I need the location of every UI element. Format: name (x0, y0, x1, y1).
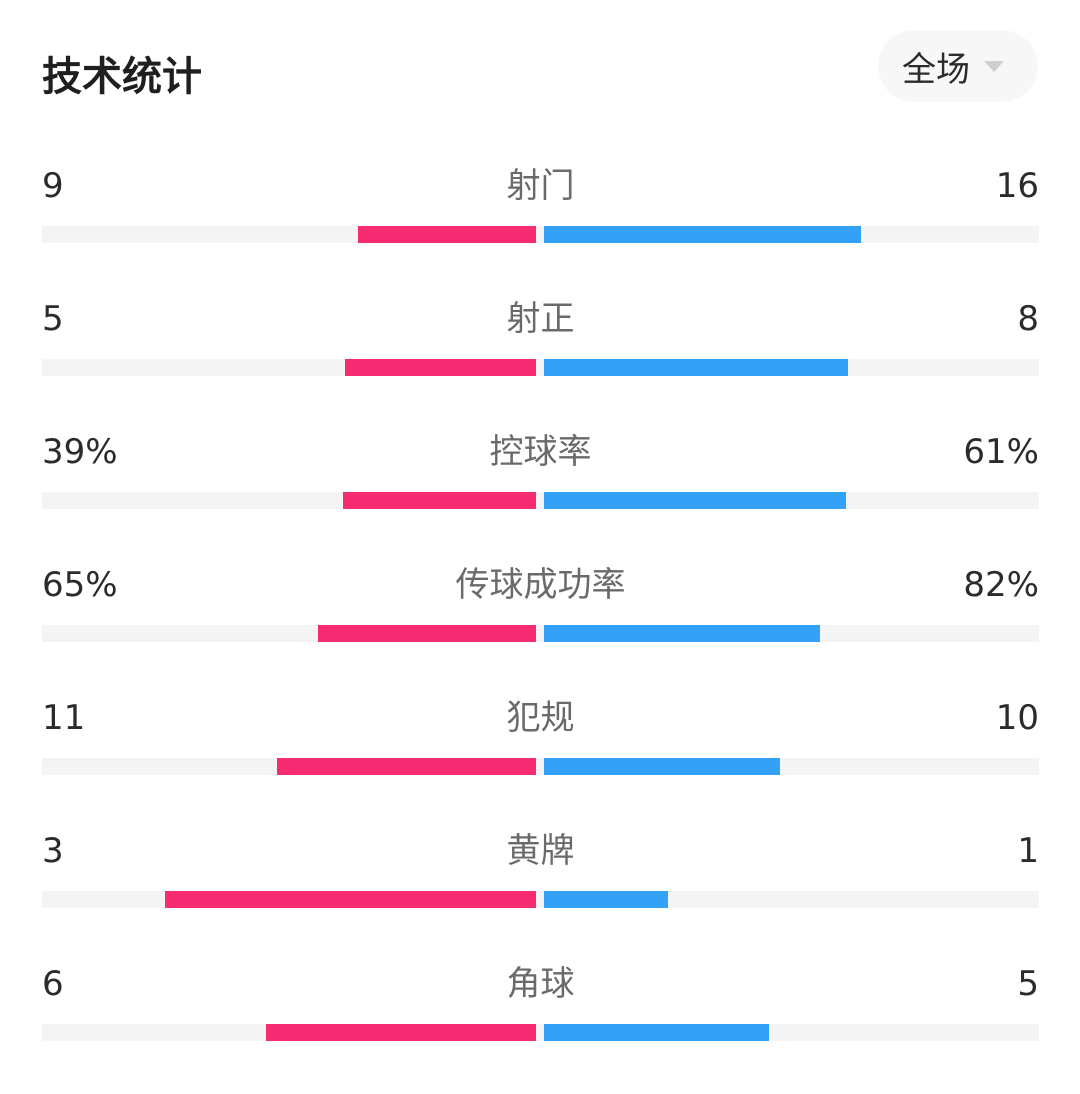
home-value: 3 (42, 831, 64, 871)
away-bar (544, 492, 846, 509)
chevron-down-icon (984, 60, 1004, 72)
away-bar (544, 226, 861, 243)
stat-track (42, 359, 1039, 376)
stat-row-fouls: 11 犯规 10 (42, 695, 1039, 828)
away-bar (544, 891, 668, 908)
stat-row-yellow-cards: 3 黄牌 1 (42, 828, 1039, 961)
stat-label: 传球成功率 (455, 565, 626, 605)
home-bar (358, 226, 536, 243)
stat-label: 射正 (506, 299, 575, 339)
home-value: 11 (42, 698, 86, 738)
home-bar (343, 492, 536, 509)
stat-row-corners: 6 角球 5 (42, 961, 1039, 1094)
stat-row-shots-on-target: 5 射正 8 (42, 296, 1039, 429)
away-value: 1 (1017, 831, 1039, 871)
stat-label: 犯规 (506, 698, 575, 738)
away-value: 10 (995, 698, 1039, 738)
stat-label: 控球率 (489, 432, 592, 472)
stat-track (42, 891, 1039, 908)
period-dropdown[interactable]: 全场 (878, 30, 1038, 102)
home-value: 5 (42, 299, 64, 339)
stat-row-pass-accuracy: 65% 传球成功率 82% (42, 562, 1039, 695)
away-value: 8 (1017, 299, 1039, 339)
home-bar (318, 625, 536, 642)
stat-track (42, 226, 1039, 243)
stat-row-possession: 39% 控球率 61% (42, 429, 1039, 562)
away-value: 61% (963, 432, 1039, 472)
stat-label: 角球 (506, 964, 575, 1004)
stat-row-shots: 9 射门 16 (42, 163, 1039, 296)
stat-track (42, 758, 1039, 775)
page-title: 技术统计 (42, 54, 202, 100)
home-value: 6 (42, 964, 64, 1004)
period-selected-label: 全场 (902, 49, 970, 90)
home-bar (345, 359, 536, 376)
home-value: 9 (42, 166, 64, 206)
stat-label: 射门 (506, 166, 575, 206)
away-bar (544, 758, 780, 775)
home-bar (277, 758, 536, 775)
away-bar (544, 625, 820, 642)
away-bar (544, 359, 848, 376)
away-bar (544, 1024, 769, 1041)
home-value: 39% (42, 432, 118, 472)
home-bar (165, 891, 536, 908)
stat-track (42, 625, 1039, 642)
away-value: 82% (963, 565, 1039, 605)
stats-list: 9 射门 16 5 射正 8 39% 控球率 61% 65% 传球成功率 82% (42, 163, 1039, 1094)
stat-track (42, 1024, 1039, 1041)
home-bar (266, 1024, 536, 1041)
stat-track (42, 492, 1039, 509)
stat-label: 黄牌 (506, 831, 575, 871)
away-value: 5 (1017, 964, 1039, 1004)
away-value: 16 (995, 166, 1039, 206)
home-value: 65% (42, 565, 118, 605)
